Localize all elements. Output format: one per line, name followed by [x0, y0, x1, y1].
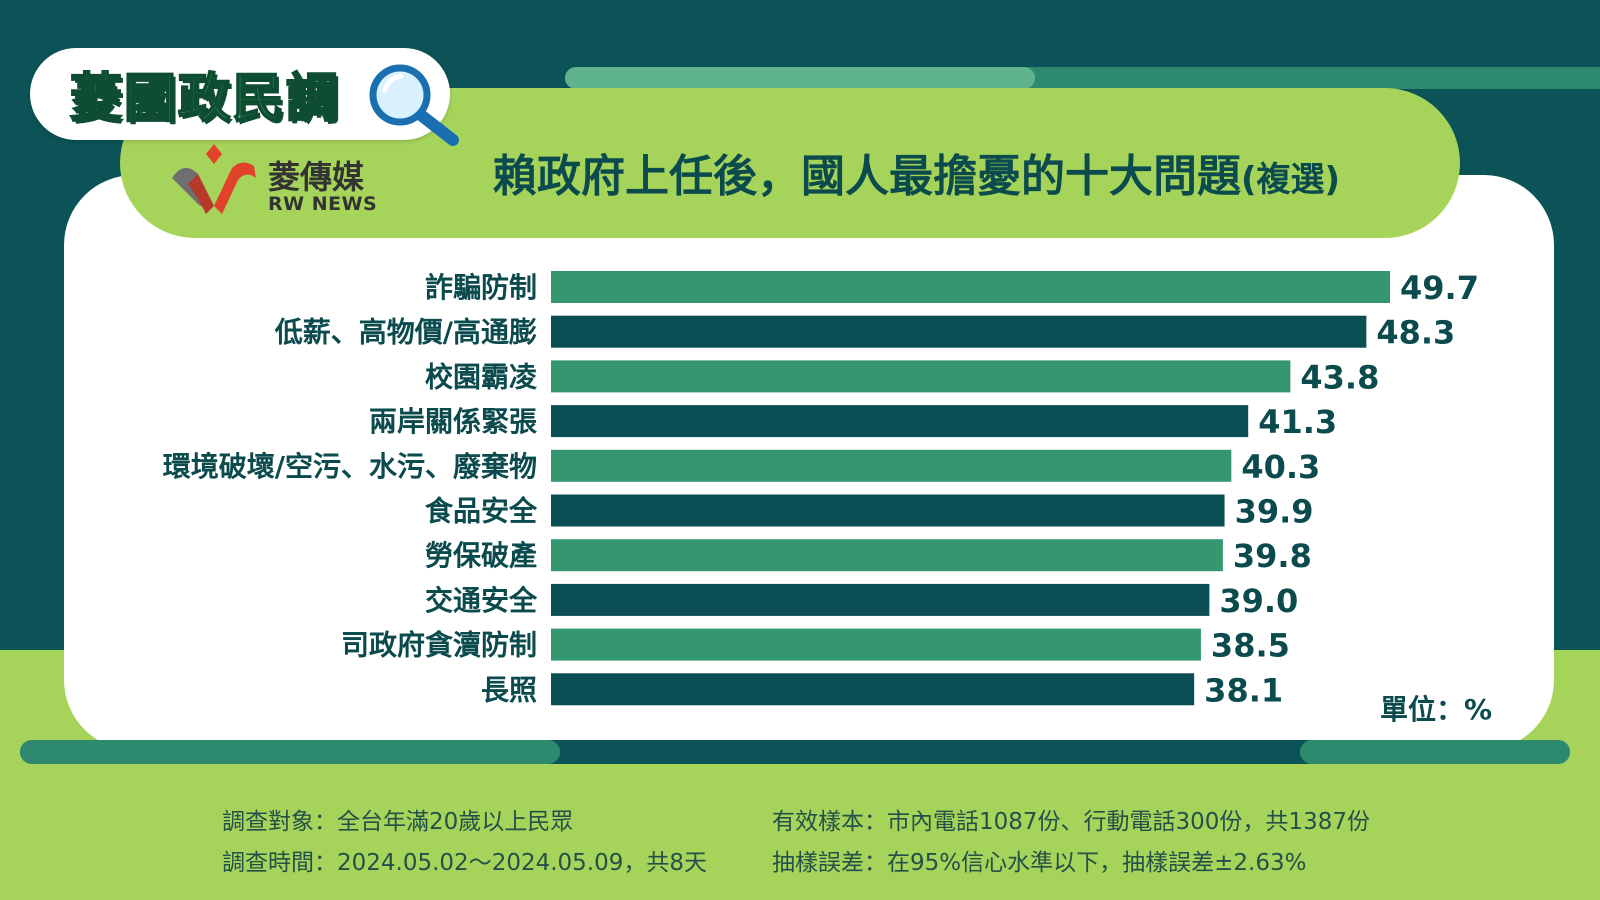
value-label: 48.3	[1376, 314, 1455, 352]
rwnews-logo-icon	[172, 144, 256, 214]
bar	[551, 405, 1249, 438]
bar	[551, 271, 1390, 303]
bar	[551, 583, 1210, 616]
value-label: 39.9	[1235, 493, 1314, 531]
chart-title: 賴政府上任後，國人最擔憂的十大問題(複選)	[493, 140, 1340, 204]
sample-size: 有效樣本：市內電話1087份、行動電話300份，共1387份	[772, 809, 1370, 835]
category-label: 詐騙防制	[425, 271, 537, 304]
category-label: 長照	[481, 673, 537, 706]
category-label: 低薪、高物價/高通膨	[274, 316, 537, 349]
survey-period: 調查時間：2024.05.02～2024.05.09，共8天	[222, 850, 708, 876]
bar	[551, 494, 1225, 527]
value-label: 39.0	[1219, 582, 1298, 620]
category-label: 校園霸凌	[425, 360, 538, 393]
bar	[551, 360, 1291, 393]
bar	[551, 628, 1201, 661]
badge-title: 菱國政民調	[69, 68, 341, 130]
top-stripe-highlight	[565, 67, 1035, 89]
category-label: 交通安全	[425, 584, 538, 617]
logo-name-cn: 菱傳媒	[268, 158, 365, 196]
magnifier-icon	[369, 64, 459, 146]
value-label: 39.8	[1233, 537, 1312, 575]
category-label: 環境破壞/空污、水污、廢棄物	[163, 450, 537, 483]
bottom-stripe-left	[20, 740, 560, 764]
bar	[551, 449, 1232, 482]
sampling-error: 抽樣誤差：在95%信心水準以下，抽樣誤差±2.63%	[772, 850, 1307, 876]
unit-label: 單位：%	[1380, 693, 1493, 726]
logo-name-en: RW NEWS	[268, 193, 378, 215]
value-label: 38.5	[1211, 627, 1290, 665]
bar	[551, 315, 1367, 348]
value-label: 49.7	[1400, 269, 1479, 307]
chart-title-suffix: (複選)	[1241, 160, 1341, 200]
category-label: 食品安全	[425, 495, 538, 528]
category-label: 兩岸關係緊張	[369, 405, 537, 438]
bottom-stripe-right	[1300, 740, 1570, 764]
value-label: 43.8	[1300, 358, 1379, 396]
value-label: 41.3	[1258, 403, 1337, 441]
survey-subject: 調查對象：全台年滿20歲以上民眾	[222, 809, 574, 835]
category-label: 司政府貪瀆防制	[341, 629, 537, 662]
chart-title-main: 賴政府上任後，國人最擔憂的十大問題	[493, 151, 1241, 202]
bar	[551, 539, 1223, 572]
value-label: 40.3	[1241, 448, 1320, 486]
bar	[551, 673, 1195, 706]
value-label: 38.1	[1204, 671, 1283, 709]
category-label: 勞保破產	[425, 539, 537, 572]
